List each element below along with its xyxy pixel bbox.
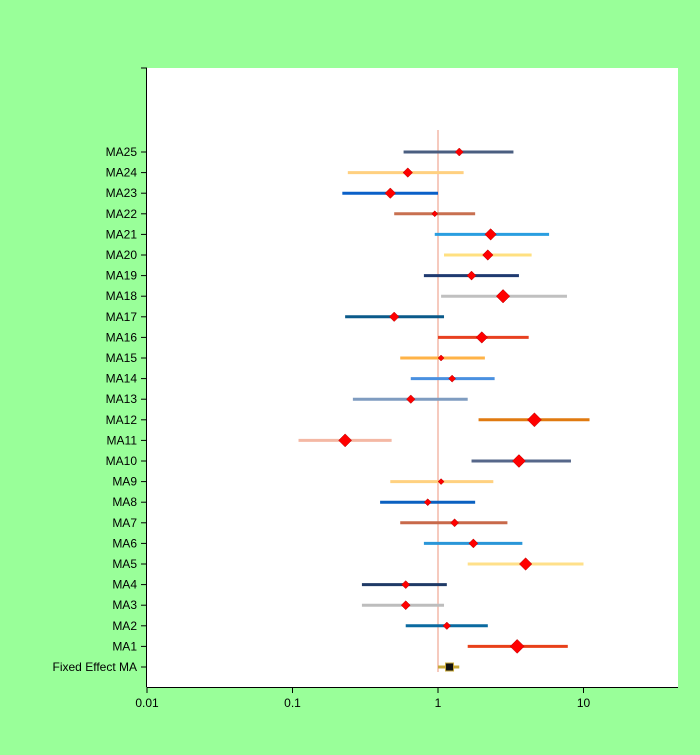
point-estimate-marker bbox=[437, 478, 445, 485]
study-label: MA17 bbox=[106, 310, 138, 324]
point-estimate-marker bbox=[484, 228, 497, 241]
point-estimate-marker bbox=[468, 538, 479, 549]
point-estimate-marker bbox=[450, 518, 459, 528]
study-label: Fixed Effect MA bbox=[53, 660, 137, 674]
study-label: MA8 bbox=[112, 495, 137, 509]
point-estimate-marker bbox=[401, 580, 411, 589]
study-label: MA14 bbox=[106, 372, 138, 386]
point-estimate-marker bbox=[495, 289, 511, 304]
point-estimate-marker bbox=[509, 639, 525, 654]
study-label: MA10 bbox=[106, 454, 138, 468]
point-estimate-marker bbox=[437, 354, 445, 362]
point-estimate-marker bbox=[445, 662, 455, 672]
point-estimate-marker bbox=[402, 167, 413, 178]
point-estimate-marker bbox=[431, 210, 439, 218]
study-label: MA5 bbox=[112, 557, 137, 571]
study-label: MA9 bbox=[112, 475, 137, 489]
point-estimate-marker bbox=[512, 454, 526, 468]
study-label: MA11 bbox=[107, 433, 138, 447]
study-label: MA25 bbox=[106, 145, 138, 159]
study-label: MA19 bbox=[106, 269, 138, 283]
study-label: MA4 bbox=[112, 578, 137, 592]
study-label: MA21 bbox=[106, 227, 138, 241]
point-estimate-marker bbox=[482, 249, 494, 261]
point-estimate-marker bbox=[466, 270, 477, 281]
study-label: MA13 bbox=[106, 392, 138, 406]
x-tick-label: 10 bbox=[577, 696, 591, 710]
point-estimate-marker bbox=[442, 621, 451, 630]
x-tick-label: 0.1 bbox=[284, 696, 301, 710]
point-estimate-marker bbox=[406, 394, 416, 404]
study-label: MA24 bbox=[106, 166, 138, 180]
x-tick-label: 0.01 bbox=[135, 696, 159, 710]
study-label: MA7 bbox=[112, 516, 137, 530]
point-estimate-marker bbox=[518, 557, 533, 571]
point-estimate-marker bbox=[338, 433, 352, 448]
point-estimate-marker bbox=[448, 374, 456, 383]
study-label: MA23 bbox=[106, 186, 138, 200]
point-estimate-marker bbox=[475, 331, 488, 344]
point-estimate-marker bbox=[400, 600, 411, 611]
study-label: MA1 bbox=[112, 639, 137, 653]
study-label: MA15 bbox=[106, 351, 138, 365]
point-estimate-marker bbox=[454, 147, 464, 157]
point-estimate-marker bbox=[527, 412, 542, 428]
study-label: MA18 bbox=[106, 289, 138, 303]
study-label: MA16 bbox=[106, 330, 138, 344]
x-tick-label: 1 bbox=[435, 696, 442, 710]
study-label: MA12 bbox=[106, 413, 138, 427]
study-label: MA2 bbox=[112, 619, 137, 633]
study-label: MA20 bbox=[106, 248, 138, 262]
point-estimate-marker bbox=[423, 498, 432, 507]
study-label: MA3 bbox=[112, 598, 137, 612]
point-estimate-marker bbox=[384, 187, 396, 199]
point-estimate-marker bbox=[389, 311, 400, 322]
study-label: MA22 bbox=[106, 207, 138, 221]
study-label: MA6 bbox=[112, 536, 137, 550]
